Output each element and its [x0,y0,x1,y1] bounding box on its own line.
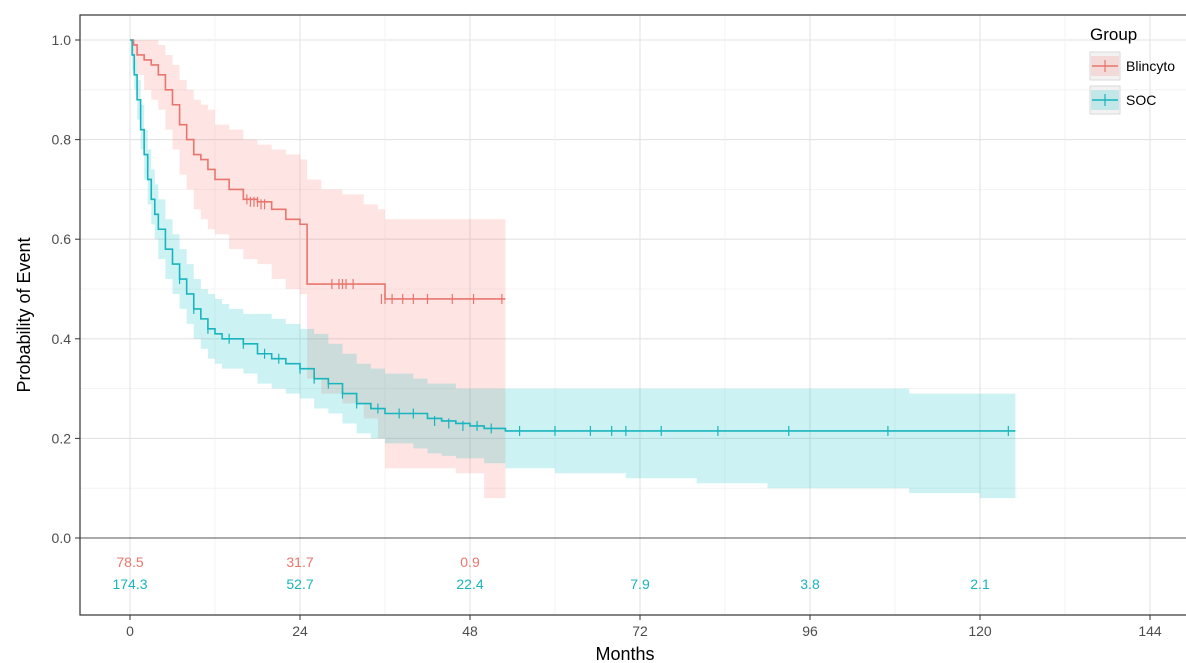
soc-risk-label: 22.4 [456,576,483,592]
censor-marks [178,194,1009,436]
legend-title: Group [1090,25,1137,44]
blincyto-risk-label: 31.7 [286,554,313,570]
x-tick-label: 72 [632,623,648,639]
soc-risk-label: 3.8 [800,576,820,592]
soc-risk-label: 7.9 [630,576,650,592]
soc-risk-label: 52.7 [286,576,313,592]
x-tick-label: 0 [126,623,134,639]
x-axis-title: Months [595,644,654,663]
axes: 0.0 0.2 0.4 0.6 0.8 1.0 0 24 48 72 96 120 144 [52,32,1162,639]
blincyto-risk-label: 78.5 [116,554,143,570]
x-tick-label: 48 [462,623,478,639]
y-tick-label: 0.0 [52,530,72,546]
x-tick-label: 96 [802,623,818,639]
risk-table: 78.5 31.7 0.9 174.3 52.7 22.4 7.9 3.8 2.1 [112,554,989,592]
x-tick-label: 120 [968,623,992,639]
soc-legend-label: SOC [1126,92,1156,108]
soc-risk-label: 2.1 [970,576,990,592]
soc-confidence-band [130,40,1016,504]
legend: Group Blincyto SOC [1089,25,1175,115]
grid [80,15,1186,615]
y-tick-label: 1.0 [52,32,72,48]
y-axis-title: Probability of Event [14,237,34,392]
blincyto-legend-label: Blincyto [1126,58,1175,74]
soc-survival-line [130,39,1016,432]
y-tick-label: 0.4 [52,331,72,347]
blincyto-risk-label: 0.9 [460,554,480,570]
x-tick-label: 24 [292,623,308,639]
plot-panel-border [79,14,1186,616]
y-tick-label: 0.8 [52,132,72,148]
soc-risk-label: 174.3 [112,576,147,592]
confidence-bands [130,40,1016,504]
blincyto-confidence-band [130,40,506,499]
x-tick-label: 144 [1138,623,1162,639]
y-tick-label: 0.2 [52,430,72,446]
y-tick-label: 0.6 [52,231,72,247]
